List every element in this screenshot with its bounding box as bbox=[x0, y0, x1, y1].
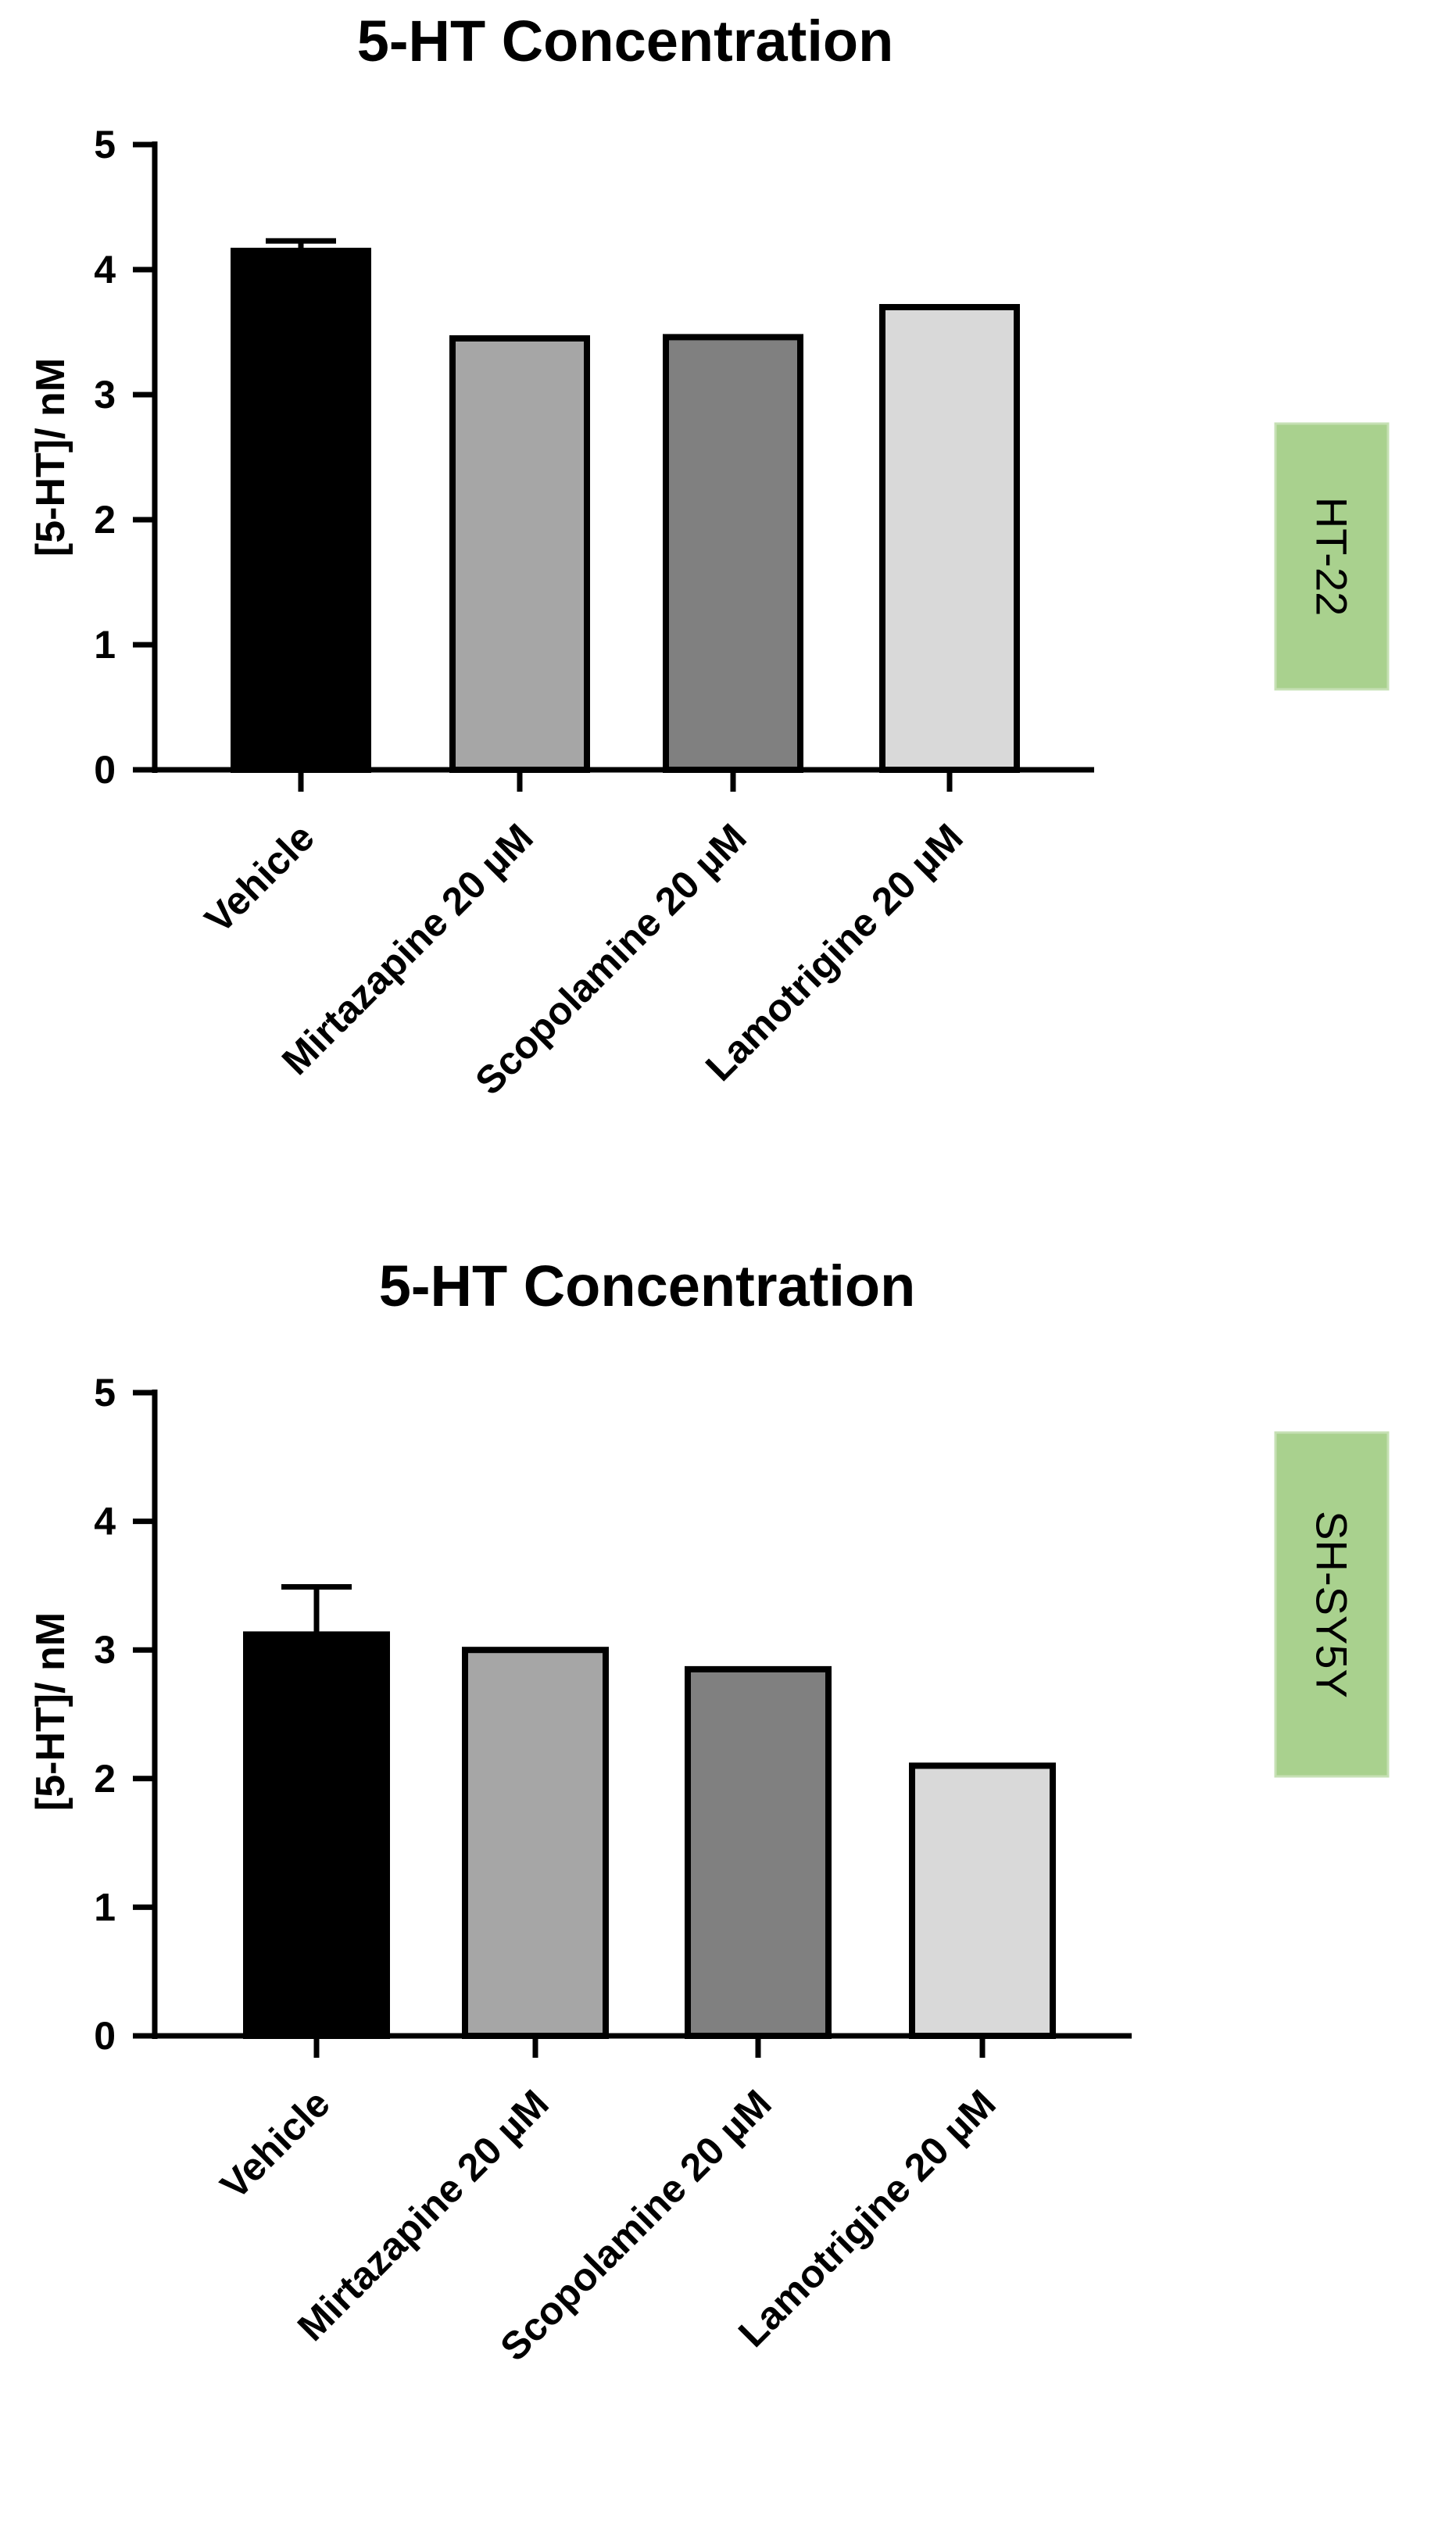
y-tick-label: 1 bbox=[94, 1885, 116, 1929]
y-tick-label: 1 bbox=[94, 623, 116, 667]
y-tick-label: 3 bbox=[94, 373, 116, 417]
y-tick-label: 3 bbox=[94, 1628, 116, 1672]
y-tick-label: 2 bbox=[94, 498, 116, 542]
y-axis-title: [5-HT]/ nM bbox=[28, 358, 73, 556]
bar-2 bbox=[449, 335, 590, 773]
cell-line-label-box bbox=[1274, 1431, 1390, 1778]
y-tick-label: 2 bbox=[94, 1757, 116, 1801]
bar-1 bbox=[243, 1631, 390, 2039]
chart-title: 5-HT Concentration bbox=[379, 1254, 916, 1318]
bar-3 bbox=[663, 334, 803, 773]
y-tick-label: 0 bbox=[94, 2014, 116, 2058]
bar-2 bbox=[462, 1647, 609, 2039]
bar-4 bbox=[879, 304, 1020, 773]
y-tick-label: 4 bbox=[94, 248, 116, 292]
chart-title: 5-HT Concentration bbox=[357, 9, 894, 73]
cell-line-label-box bbox=[1274, 422, 1390, 691]
bar-3 bbox=[685, 1665, 832, 2039]
bar-4 bbox=[909, 1762, 1056, 2040]
cell-line-label: HT-22 bbox=[1308, 497, 1357, 617]
chart-panel-1: 5-HT Concentration012345VehicleMirtazapi… bbox=[28, 9, 1390, 1104]
bar-1 bbox=[231, 248, 371, 773]
y-tick-label: 0 bbox=[94, 748, 116, 792]
y-tick-label: 5 bbox=[94, 123, 116, 166]
y-axis-title: [5-HT]/ nM bbox=[28, 1612, 73, 1811]
y-tick-label: 5 bbox=[94, 1371, 116, 1415]
y-tick-label: 4 bbox=[94, 1500, 116, 1544]
cell-line-label: SH-SY5Y bbox=[1308, 1511, 1357, 1698]
